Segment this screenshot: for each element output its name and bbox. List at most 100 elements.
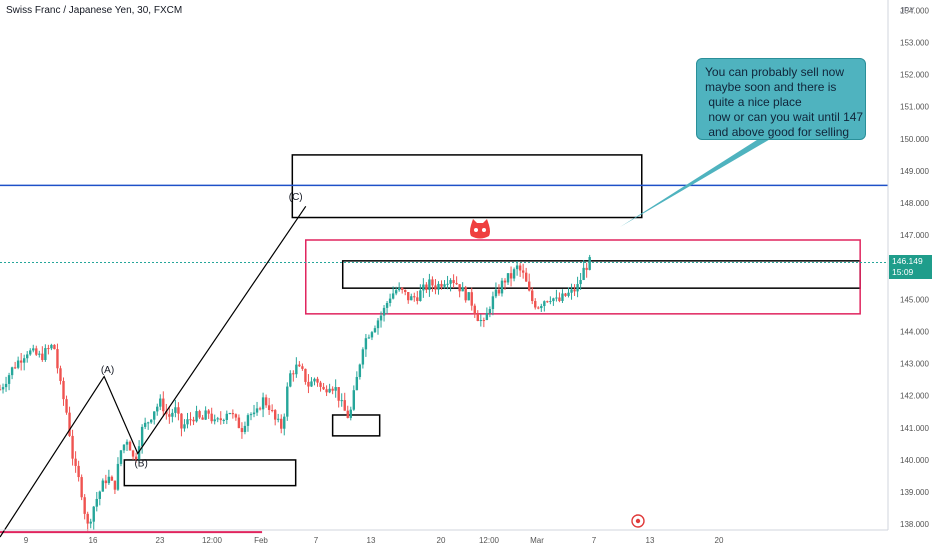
cat-face-icon[interactable] [470, 219, 490, 239]
price-tick-label: 147.000 [900, 231, 929, 240]
candle-body [358, 364, 362, 377]
candle-body [410, 296, 413, 301]
candle-body [295, 364, 298, 375]
time-tick-label: Mar [530, 536, 544, 545]
candle-body [431, 279, 434, 286]
candle-body [143, 422, 147, 427]
candle-body [255, 408, 259, 413]
candle-body [455, 283, 458, 285]
wave-labels: (A) (B) (C) [101, 192, 303, 470]
candle-body [62, 380, 65, 400]
candle-body [32, 348, 35, 351]
price-tick-label: 153.000 [900, 39, 929, 48]
candle-body [579, 280, 582, 285]
candle-body [195, 411, 198, 422]
candle-body [171, 412, 174, 417]
candle-body [1, 387, 5, 390]
time-tick-label: 13 [367, 536, 376, 545]
candle-body [38, 353, 41, 355]
candle-body [588, 257, 591, 270]
time-axis[interactable]: 9 16 23 12:00 Feb 7 13 20 12:00 Mar 7 13 20 [0, 529, 888, 545]
candle-body [364, 338, 368, 350]
candle-body [159, 398, 162, 407]
candle-body [382, 307, 386, 316]
candle-body [425, 284, 428, 290]
time-tick-label: 16 [89, 536, 98, 545]
candle-body [270, 409, 274, 411]
time-tick-label: 20 [715, 536, 724, 545]
bar-countdown: 15:09 [892, 267, 914, 277]
candle-body [110, 476, 114, 481]
price-tick-label: 143.000 [900, 360, 929, 369]
candle-body [313, 378, 316, 382]
candle-body [458, 284, 461, 292]
candle-body [219, 418, 222, 421]
time-tick-label: 20 [437, 536, 446, 545]
candle-body [168, 414, 171, 417]
candle-body [503, 280, 507, 283]
candle-body [452, 280, 455, 284]
candle-body [252, 412, 256, 415]
candle-body [16, 360, 20, 368]
candle-body [104, 480, 108, 484]
candle-body [207, 410, 210, 414]
candle-body [74, 458, 77, 466]
elliott-wave-path[interactable] [0, 205, 307, 538]
candle-body [246, 415, 250, 426]
candle-body [500, 280, 504, 294]
price-tick-label: 140.000 [900, 456, 929, 465]
candle-body [83, 497, 86, 514]
candle-body [19, 360, 23, 363]
candle-body [50, 344, 53, 349]
candle-body [192, 419, 195, 422]
time-tick-label: Feb [254, 536, 268, 545]
candle-body [443, 284, 446, 287]
candle-body [22, 358, 26, 363]
candle-body [506, 273, 510, 283]
price-axis[interactable]: 154.000 153.000 152.000 151.000 150.000 149.0… [887, 0, 929, 530]
time-tick-label: 13 [646, 536, 655, 545]
candle-body [35, 348, 38, 355]
candle-body [404, 289, 407, 293]
candle-body [292, 373, 295, 375]
candle-body [80, 477, 83, 498]
candle-body [53, 344, 56, 350]
time-tick-label: 7 [314, 536, 319, 545]
candle-body [56, 349, 59, 369]
wave-label: (C) [289, 192, 303, 203]
trade-note-callout[interactable]: You can probably sell now maybe soon and… [696, 58, 866, 140]
candle-body [41, 353, 44, 360]
candle-body [301, 366, 304, 369]
candle-body [319, 382, 322, 387]
candle-body [277, 418, 280, 420]
candle-body [488, 309, 492, 314]
candle-body [434, 285, 437, 290]
candle-body [394, 290, 398, 294]
candle-body [328, 388, 331, 393]
candle-body [509, 273, 513, 279]
candle-body [585, 267, 588, 270]
candle-body [177, 407, 180, 414]
candle-body [0, 389, 2, 391]
candle-body [361, 349, 365, 365]
current-price-tag: 146.149 15:09 [889, 255, 932, 279]
candle-body [283, 416, 286, 429]
candle-body [201, 417, 204, 420]
candle-body [413, 296, 416, 298]
candle-body [225, 413, 228, 420]
candle-body [419, 290, 422, 301]
candle-body [4, 383, 8, 388]
candle-body [131, 450, 135, 457]
candle-body [428, 279, 431, 290]
candle-body [240, 428, 244, 433]
candle-body [95, 498, 98, 507]
candle-body [156, 406, 159, 412]
target-dot-icon[interactable] [631, 514, 645, 528]
candle-body [582, 267, 585, 281]
price-tick-label: 145.000 [900, 295, 929, 304]
candle-body [564, 293, 567, 296]
candle-body [355, 376, 359, 391]
candle-body [322, 386, 325, 390]
price-tick-label: 142.000 [900, 392, 929, 401]
